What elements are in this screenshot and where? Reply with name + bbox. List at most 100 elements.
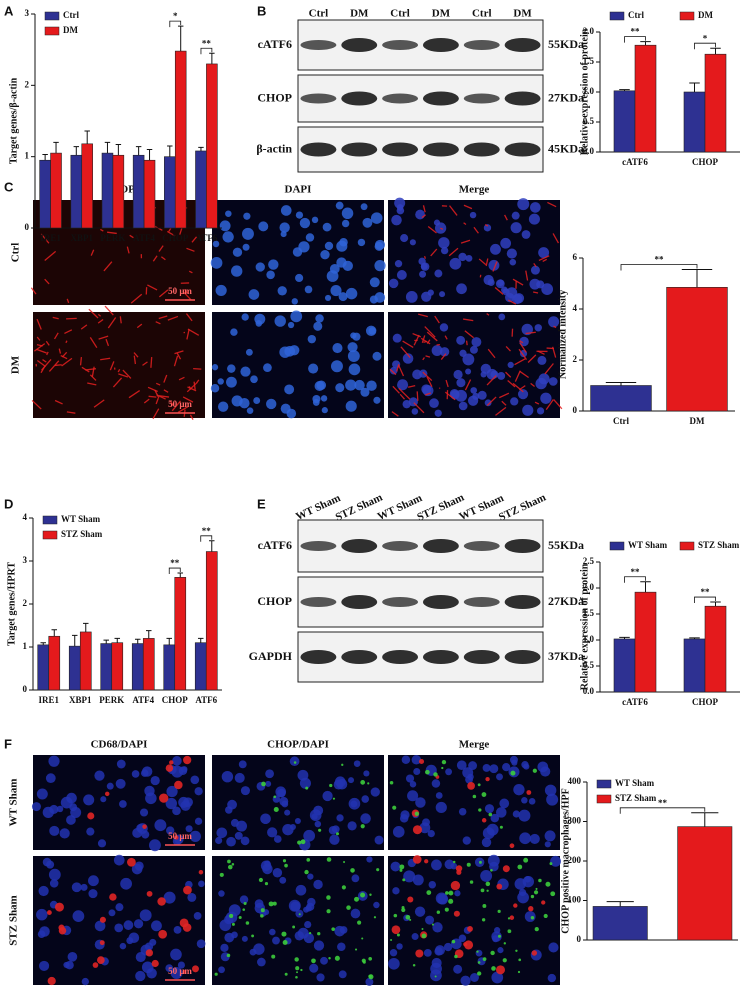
legend-swatch <box>44 11 60 21</box>
red-signal <box>423 340 428 344</box>
signal-spot <box>497 909 501 913</box>
nucleus <box>294 817 301 824</box>
signal-spot <box>495 965 506 975</box>
x-tick-label: CHOP <box>162 233 189 243</box>
nucleus <box>499 798 510 809</box>
nucleus <box>430 969 442 982</box>
y-tick-label: 2 <box>573 354 578 364</box>
nucleus <box>537 355 547 365</box>
nucleus <box>444 859 455 870</box>
error-bar <box>640 581 651 593</box>
signal-spot <box>295 966 300 971</box>
nucleus <box>392 333 402 343</box>
red-signal <box>130 293 143 304</box>
nucleus <box>507 361 514 369</box>
nucleus <box>337 942 346 952</box>
signal-spot <box>472 794 477 799</box>
signal-spot <box>318 828 322 832</box>
nucleus <box>370 212 383 224</box>
nucleus <box>272 936 280 945</box>
signal-spot <box>326 857 332 862</box>
nucleus <box>335 383 345 393</box>
nucleus <box>548 377 558 386</box>
nucleus <box>431 345 443 356</box>
red-signal <box>186 247 195 252</box>
nucleus <box>443 942 453 952</box>
nucleus <box>123 920 134 930</box>
blot-band <box>382 597 419 607</box>
bar <box>704 605 727 693</box>
nucleus <box>363 770 370 777</box>
nucleus <box>484 804 495 814</box>
y-axis-label: Target genes/HPRT <box>6 562 17 646</box>
red-signal <box>532 291 539 294</box>
nucleus <box>315 314 324 323</box>
nucleus <box>177 961 185 969</box>
red-signal <box>66 317 77 320</box>
y-tick-label: 2 <box>25 79 30 89</box>
signal-spot <box>295 975 298 979</box>
error-bar <box>166 637 172 645</box>
blot-band <box>422 91 459 106</box>
nucleus <box>373 396 381 404</box>
red-signal <box>444 391 456 401</box>
nucleus <box>498 313 506 321</box>
red-signal <box>527 354 537 363</box>
red-signal <box>109 361 115 371</box>
legend-label: WT Sham <box>61 514 101 524</box>
nucleus <box>320 956 328 965</box>
red-signal <box>542 258 548 263</box>
signal-spot <box>412 855 422 864</box>
red-signal <box>79 356 83 366</box>
red-signal <box>473 226 479 234</box>
nucleus <box>519 336 529 347</box>
red-signal <box>173 355 179 367</box>
red-signal <box>398 365 405 377</box>
red-signal <box>97 318 104 324</box>
nucleus <box>390 861 401 872</box>
nucleus <box>435 801 447 814</box>
nucleus <box>221 770 234 783</box>
micrograph-row-label: WT Sham <box>8 779 20 827</box>
signal-spot <box>467 781 475 790</box>
significance-label: ** <box>170 558 180 568</box>
bar <box>100 643 113 691</box>
nucleus <box>370 787 380 797</box>
red-signal <box>118 373 129 378</box>
signal-spot <box>518 958 522 962</box>
bar <box>50 152 62 229</box>
nucleus <box>154 819 167 832</box>
nucleus <box>290 310 303 323</box>
nucleus <box>394 260 403 268</box>
signal-spot <box>292 925 296 929</box>
signal-spot <box>284 863 288 868</box>
blot-size-label: 55KDa <box>548 538 584 552</box>
nucleus <box>135 952 146 963</box>
nucleus <box>298 241 310 253</box>
bar <box>70 154 83 229</box>
legend-swatch <box>44 26 60 36</box>
nucleus <box>39 926 50 937</box>
nucleus <box>311 216 319 224</box>
blot-size-label: 37KDa <box>548 649 584 663</box>
blot-frame <box>297 74 544 123</box>
nucleus <box>350 800 358 808</box>
red-signal <box>158 245 164 252</box>
nucleus <box>243 212 251 220</box>
y-tick-label: 1 <box>23 641 28 651</box>
red-signal <box>413 402 425 414</box>
y-tick-label: 1.0 <box>583 86 595 96</box>
error-bar <box>134 638 141 644</box>
nucleus <box>39 960 50 971</box>
nucleus <box>414 906 426 917</box>
red-signal <box>40 233 50 244</box>
red-signal <box>40 365 46 374</box>
micrograph-row-label: DM <box>10 355 22 374</box>
error-bar <box>135 146 142 156</box>
signal-spot <box>543 913 548 919</box>
red-signal <box>187 386 197 392</box>
nucleus <box>313 940 325 951</box>
signal-spot <box>421 933 427 939</box>
nucleus <box>307 334 317 344</box>
nucleus <box>524 911 536 922</box>
